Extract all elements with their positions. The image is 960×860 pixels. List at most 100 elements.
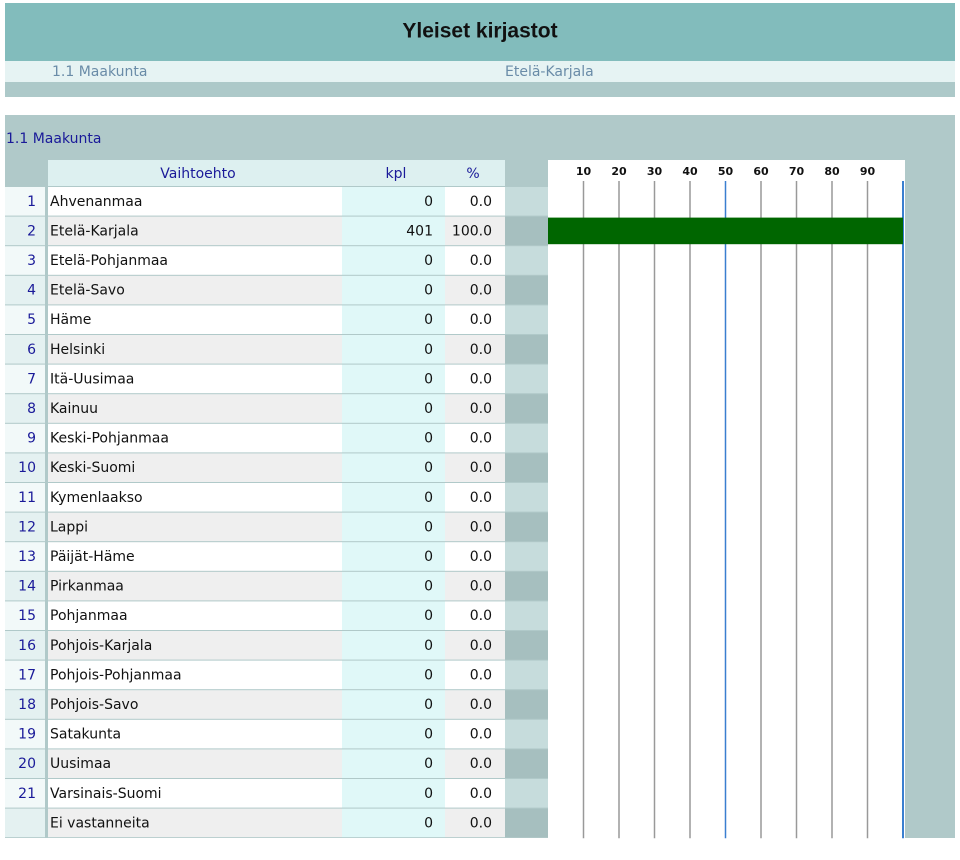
row-pct-cell — [445, 216, 505, 246]
row-kpl-cell — [342, 246, 445, 275]
row-name: Keski-Pohjanmaa — [50, 431, 169, 447]
row-number: 16 — [18, 638, 36, 654]
column-header-kpl: kpl — [386, 166, 407, 182]
row-number: 20 — [18, 756, 36, 772]
row-kpl: 0 — [424, 490, 433, 506]
row-kpl: 0 — [424, 401, 433, 417]
row-kpl-cell — [342, 719, 445, 749]
row-spacer — [505, 719, 548, 749]
row-number-cell — [5, 779, 45, 808]
row-kpl: 0 — [424, 727, 433, 743]
row-pct-cell — [445, 453, 505, 482]
row-name: Etelä-Pohjanmaa — [50, 253, 168, 269]
row-spacer — [505, 631, 548, 660]
row-pct-cell — [445, 631, 505, 660]
row-number: 7 — [27, 371, 36, 387]
row-pct: 0.0 — [470, 697, 492, 713]
row-spacer — [505, 246, 548, 275]
row-name: Pirkanmaa — [50, 579, 124, 595]
column-header — [48, 160, 505, 186]
x-tick-label: 10 — [576, 165, 592, 178]
row-name: Pohjois-Pohjanmaa — [50, 667, 182, 683]
row-name-cell — [48, 216, 342, 246]
row-pct-cell — [445, 601, 505, 630]
row-name-cell — [48, 571, 342, 601]
row-kpl-cell — [342, 512, 445, 542]
row-number: 11 — [18, 490, 36, 506]
row-number-cell — [5, 305, 45, 334]
row-spacer — [505, 601, 548, 630]
row-number: 21 — [18, 786, 36, 802]
row-name-cell — [48, 808, 342, 838]
row-number: 2 — [27, 223, 36, 239]
row-pct: 100.0 — [452, 223, 492, 239]
row-kpl-cell — [342, 483, 445, 512]
row-pct: 0.0 — [470, 786, 492, 802]
section-title: 1.1 Maakunta — [6, 131, 101, 147]
row-number-cell — [5, 364, 45, 394]
row-pct: 0.0 — [470, 638, 492, 654]
row-kpl: 0 — [424, 519, 433, 535]
row-number: 6 — [27, 342, 36, 358]
row-name-cell — [48, 187, 342, 216]
row-spacer — [505, 749, 548, 778]
row-pct: 0.0 — [470, 283, 492, 299]
row-kpl: 0 — [424, 312, 433, 328]
row-spacer — [505, 187, 548, 216]
row-pct: 0.0 — [470, 667, 492, 683]
row-number: 9 — [27, 431, 36, 447]
row-number-cell — [5, 187, 45, 216]
row-name: Itä-Uusimaa — [50, 371, 134, 387]
row-spacer — [505, 779, 548, 808]
row-number-cell — [5, 808, 45, 838]
row-number: 3 — [27, 253, 36, 269]
x-tick-label: 90 — [860, 165, 876, 178]
row-name: Pohjois-Savo — [50, 697, 138, 713]
row-spacer — [505, 364, 548, 394]
row-number-cell — [5, 631, 45, 660]
row-spacer — [505, 512, 548, 542]
row-spacer — [505, 335, 548, 364]
x-tick-label: 50 — [718, 165, 734, 178]
chart-area — [548, 160, 905, 838]
row-kpl-cell — [342, 305, 445, 334]
row-name: Pohjois-Karjala — [50, 638, 152, 654]
row-pct-cell — [445, 779, 505, 808]
row-name-cell — [48, 512, 342, 542]
row-name: Päijät-Häme — [50, 549, 135, 565]
row-number-cell — [5, 719, 45, 749]
row-kpl: 0 — [424, 549, 433, 565]
row-kpl-cell — [342, 779, 445, 808]
row-number-cell — [5, 601, 45, 630]
row-name: Satakunta — [50, 727, 121, 743]
row-pct: 0.0 — [470, 490, 492, 506]
row-number: 18 — [18, 697, 36, 713]
row-number: 8 — [27, 401, 36, 417]
row-number: 13 — [18, 549, 36, 565]
title: Yleiset kirjastot — [402, 20, 557, 43]
row-number-cell — [5, 512, 45, 542]
row-name-cell — [48, 660, 342, 690]
row-pct-cell — [445, 571, 505, 601]
row-name-cell — [48, 779, 342, 808]
row-number-cell — [5, 660, 45, 690]
row-kpl: 0 — [424, 815, 433, 831]
row-name: Ei vastanneita — [50, 815, 150, 831]
x-tick-label: 30 — [647, 165, 663, 178]
row-spacer — [505, 660, 548, 690]
row-kpl: 0 — [424, 756, 433, 772]
row-kpl: 0 — [424, 194, 433, 210]
row-spacer — [505, 542, 548, 571]
row-kpl-cell — [342, 187, 445, 216]
row-number-cell — [5, 394, 45, 423]
row-pct: 0.0 — [470, 579, 492, 595]
row-name-cell — [48, 453, 342, 482]
row-number-cell — [5, 335, 45, 364]
row-kpl: 0 — [424, 697, 433, 713]
row-kpl-cell — [342, 394, 445, 423]
row-kpl-cell — [342, 364, 445, 394]
row-number-cell — [5, 453, 45, 482]
row-name-cell — [48, 364, 342, 394]
row-name: Häme — [50, 312, 91, 328]
row-number: 19 — [18, 727, 36, 743]
